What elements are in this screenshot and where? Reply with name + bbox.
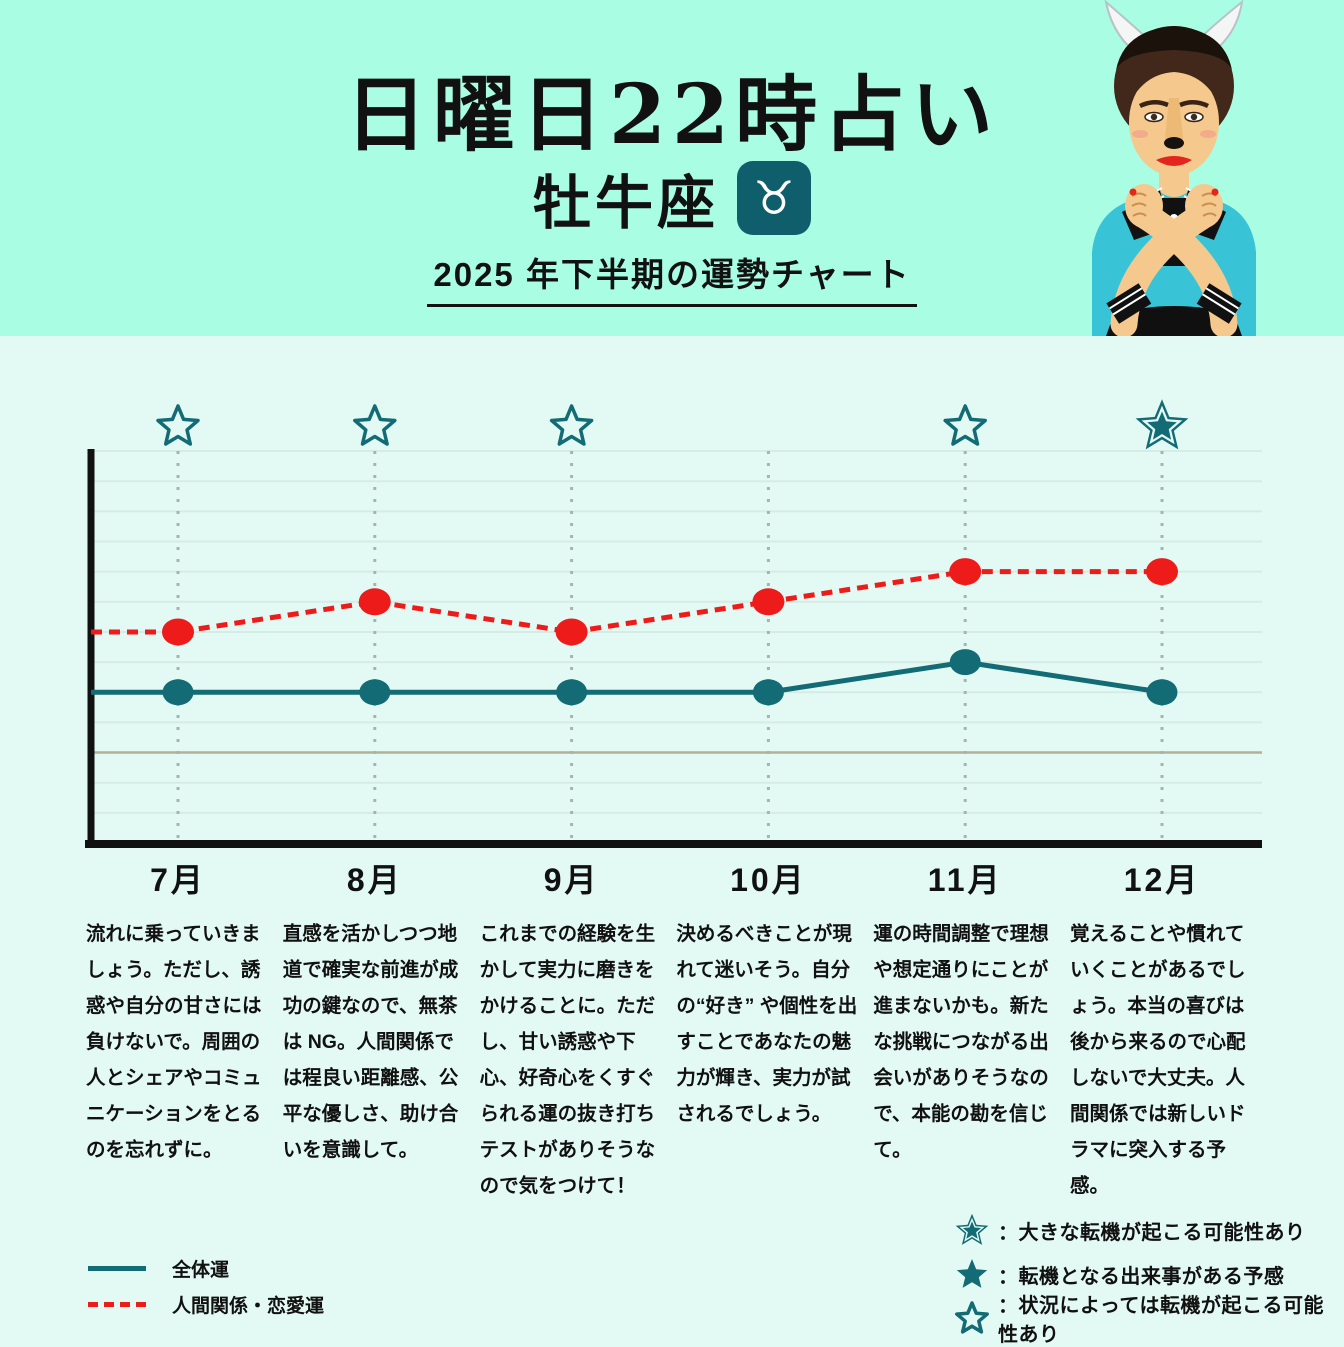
star-legend-row-filled: ：転機となる出来事がある予感	[952, 1252, 1344, 1296]
outline-star-icon	[549, 404, 594, 446]
right-eyebrow	[1179, 100, 1210, 109]
filled-star-icon	[956, 1259, 988, 1288]
skirt	[1106, 306, 1242, 336]
data-point	[1146, 558, 1178, 586]
right-nail	[1211, 188, 1219, 196]
outline-star-icon	[952, 1298, 992, 1338]
left-nail	[1129, 188, 1137, 196]
month-label: 10月	[730, 862, 807, 898]
taurus-symbol-badge: ♉	[737, 161, 811, 235]
line-legend: 全体運 人間関係・恋愛運	[88, 1250, 324, 1322]
legend-label-overall: 全体運	[172, 1259, 230, 1281]
outline-star-icon	[156, 404, 200, 446]
neck	[1159, 166, 1189, 200]
data-point	[162, 618, 194, 646]
data-point	[358, 588, 391, 616]
star-legend-label-filled: ：転機となる出来事がある予感	[998, 1265, 1285, 1288]
taurus-person-illustration	[1092, 0, 1256, 336]
month-label: 8月	[346, 862, 403, 898]
solid-line-swatch	[88, 1265, 146, 1271]
month-label: 9月	[543, 862, 600, 898]
left-blush	[1132, 130, 1148, 138]
right-blush	[1200, 130, 1216, 138]
month-label: 7月	[150, 862, 206, 898]
star-legend-row-big: ：大きな転機が起こる可能性あり	[952, 1208, 1344, 1252]
lips	[1156, 156, 1192, 166]
zodiac-sign-row: 牡牛座 ♉	[0, 158, 1344, 238]
nose	[1165, 98, 1183, 143]
star-legend: ：大きな転機が起こる可能性あり ：転機となる出来事がある予感 ：状況によっては転…	[952, 1208, 1344, 1346]
double-star-inner	[962, 1221, 982, 1239]
star-legend-label-outline: ：状況によっては転機が起こる可能性あり	[998, 1295, 1324, 1346]
month-fortune-text: 覚えることや慣れていくことがあるでしょう。本当の喜びは後から来るので心配しないで…	[1070, 923, 1246, 1197]
left-iris	[1150, 113, 1158, 121]
overall-fortune-line	[91, 659, 1163, 695]
star-legend-row-outline: ：状況によっては転機が起こる可能性あり	[952, 1295, 1344, 1346]
left-eyebrow	[1138, 100, 1169, 109]
outline-star-icon	[943, 404, 987, 446]
month-fortune-text: 決めるべきことが現れて迷いそう。自分の“好き” や個性を出すことであなたの魅力が…	[676, 923, 858, 1125]
data-point	[1146, 679, 1178, 706]
data-point	[359, 679, 391, 706]
data-point	[752, 679, 784, 706]
month-fortune-text: 流れに乗っていきましょう。ただし、誘惑や自分の甘さには負けないで。周囲の人とシェ…	[86, 923, 262, 1161]
filled-star-icon	[952, 1254, 992, 1294]
legend-row-overall: 全体運	[88, 1250, 324, 1286]
data-point	[949, 558, 982, 586]
subtitle-wrap: 2025 年下半期の運勢チャート	[0, 248, 1344, 307]
data-point	[556, 679, 588, 706]
star-legend-label-big: ：大きな転機が起こる可能性あり	[998, 1221, 1306, 1244]
data-point	[555, 618, 588, 646]
data-point	[752, 588, 785, 616]
data-point	[162, 679, 194, 706]
outline-star-icon	[353, 404, 397, 446]
dashed-line-swatch	[88, 1301, 146, 1307]
page-title: 日曜日22時占い	[344, 67, 1000, 163]
hair-band	[1116, 26, 1232, 70]
double-star-inner	[1147, 411, 1177, 440]
month-label: 11月	[927, 862, 1003, 898]
month-fortune-text: これまでの経験を生かして実力に磨きをかけることに。ただし、甘い誘惑や下心、好奇心…	[479, 923, 656, 1197]
taurus-icon: ♉	[753, 172, 795, 224]
right-cuff	[1106, 283, 1152, 324]
left-cuff	[1196, 283, 1242, 324]
right-iris	[1190, 113, 1198, 121]
month-label: 12月	[1123, 862, 1201, 898]
month-fortune-text: 運の時間調整で理想や想定通りにことが進まないかも。新たな挑戦につながる出会いがあ…	[873, 923, 1049, 1161]
month-fortune-text: 直感を活かしつつ地道で確実な前進が成功の鍵なので、無茶は NG。人間関係では程良…	[282, 923, 459, 1161]
data-point	[949, 649, 981, 676]
fortune-line-chart	[85, 399, 1262, 848]
legend-row-love: 人間関係・恋愛運	[88, 1286, 324, 1322]
zodiac-sign-name: 牡牛座	[532, 171, 719, 236]
outline-star-icon	[955, 1301, 989, 1334]
legend-label-love: 人間関係・恋愛運	[172, 1295, 325, 1317]
header-band: 日曜日22時占い 牡牛座 ♉ 2025 年下半期の運勢チャート	[0, 0, 1344, 336]
double-star-icon	[952, 1210, 992, 1250]
nose-tip	[1164, 137, 1184, 149]
hair-fringe	[1129, 56, 1219, 104]
chart-subtitle: 2025 年下半期の運勢チャート	[427, 248, 917, 307]
